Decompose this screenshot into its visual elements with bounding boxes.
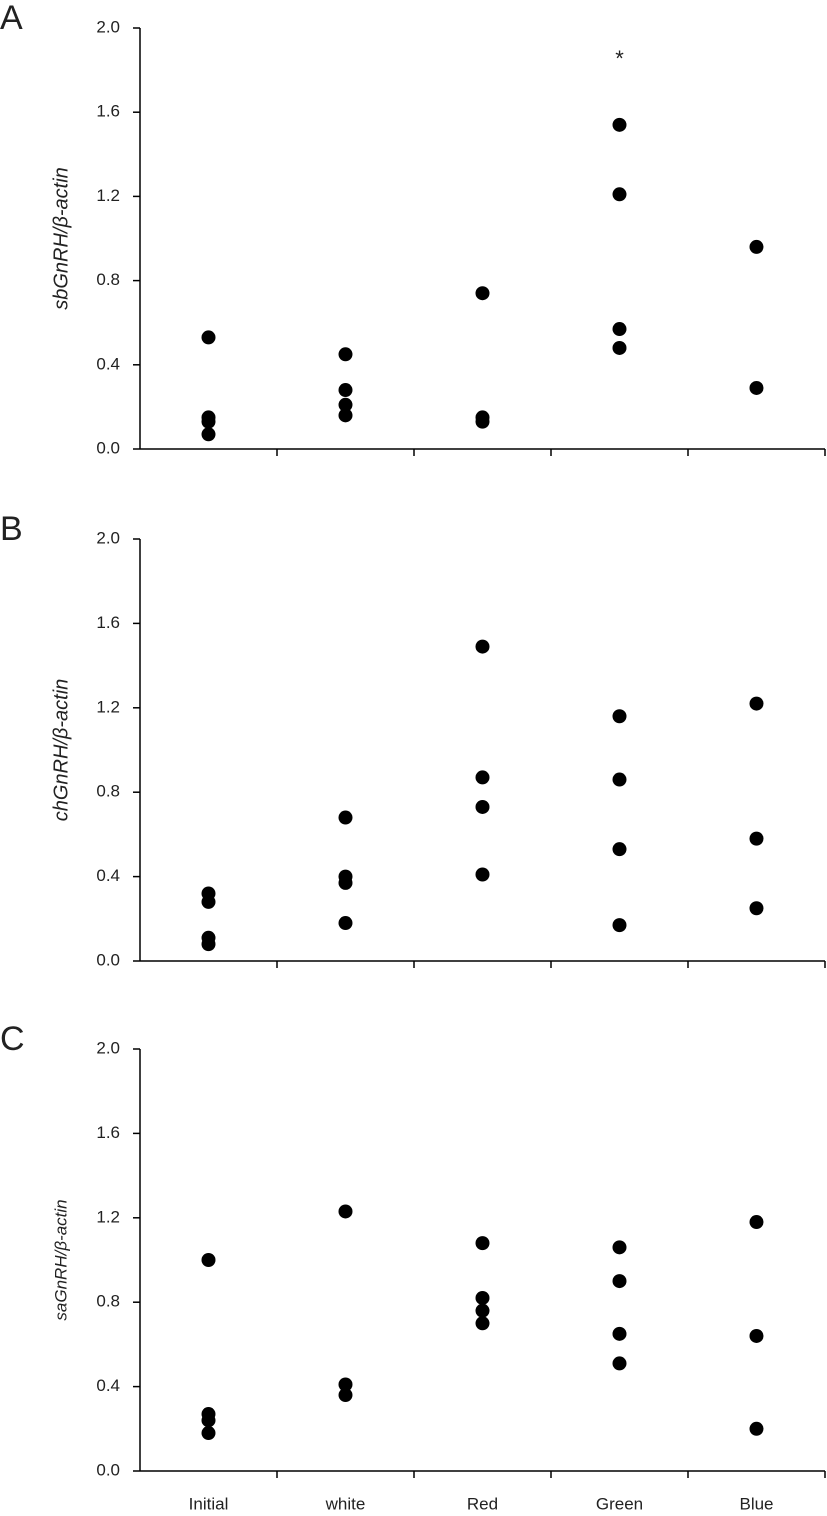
dot — [612, 1326, 627, 1341]
dot — [338, 347, 353, 362]
dot — [749, 1328, 764, 1343]
x-tick-label: Green — [596, 1494, 643, 1513]
dot — [749, 380, 764, 395]
dot — [201, 427, 216, 442]
dot — [338, 1377, 353, 1392]
y-axis-label: saGnRH/β-actin — [51, 1199, 70, 1320]
y-tick-label: 2.0 — [96, 528, 120, 547]
x-tick-label: Red — [467, 1494, 498, 1513]
y-tick-label: 0.0 — [96, 950, 120, 969]
dot — [475, 799, 490, 814]
dot — [612, 709, 627, 724]
dot — [612, 117, 627, 132]
dot — [338, 810, 353, 825]
dot — [475, 639, 490, 654]
dot — [475, 286, 490, 301]
y-tick-label: 1.2 — [96, 1207, 120, 1226]
dot — [201, 330, 216, 345]
dot — [612, 842, 627, 857]
dot — [475, 867, 490, 882]
y-tick-label: 0.8 — [96, 270, 120, 289]
dot — [201, 894, 216, 909]
dot — [612, 1356, 627, 1371]
y-tick-label: 0.8 — [96, 782, 120, 801]
panel-label: C — [0, 1020, 25, 1058]
dot — [338, 397, 353, 412]
y-tick-label: 0.4 — [96, 354, 120, 373]
annotation: * — [615, 46, 624, 71]
dot — [475, 770, 490, 785]
y-tick-label: 1.2 — [96, 186, 120, 205]
x-tick-label: Initial — [189, 1494, 229, 1513]
y-tick-label: 2.0 — [96, 17, 120, 36]
dot — [749, 1421, 764, 1436]
dot — [749, 1215, 764, 1230]
y-tick-label: 0.4 — [96, 1376, 120, 1395]
y-tick-label: 1.6 — [96, 613, 120, 632]
dot — [201, 1413, 216, 1428]
dot — [612, 1274, 627, 1289]
dot — [749, 901, 764, 916]
dot — [201, 1253, 216, 1267]
y-tick-label: 1.6 — [96, 1123, 120, 1142]
x-tick-label: white — [325, 1494, 366, 1513]
dot — [612, 772, 627, 787]
dot — [338, 875, 353, 890]
y-axis-label: sbGnRH/β-actin — [50, 167, 72, 310]
y-tick-label: 0.4 — [96, 866, 120, 885]
y-axis-label: chGnRH/β-actin — [50, 679, 72, 822]
dot — [612, 1240, 627, 1255]
y-tick-label: 2.0 — [96, 1038, 120, 1057]
y-tick-label: 1.6 — [96, 102, 120, 121]
dot — [338, 408, 353, 423]
x-tick-label: Blue — [739, 1494, 773, 1513]
dot — [612, 187, 627, 202]
dot — [749, 696, 764, 711]
dot — [612, 340, 627, 355]
dot — [338, 916, 353, 931]
dot — [201, 1426, 216, 1441]
panel-label: A — [0, 0, 23, 37]
dot — [475, 1316, 490, 1331]
y-tick-label: 0.0 — [96, 438, 120, 457]
dot — [201, 414, 216, 429]
dot — [749, 239, 764, 254]
dot — [475, 414, 490, 429]
dot — [475, 1290, 490, 1305]
dot — [338, 1204, 353, 1219]
y-tick-label: 0.8 — [96, 1292, 120, 1311]
panel-label: B — [0, 510, 23, 548]
dot — [338, 1388, 353, 1403]
dot — [749, 831, 764, 846]
y-tick-label: 0.0 — [96, 1460, 120, 1479]
y-tick-label: 1.2 — [96, 697, 120, 716]
dot — [475, 1236, 490, 1251]
dot — [612, 322, 627, 337]
dot — [201, 937, 216, 952]
dot — [475, 1303, 490, 1318]
dot — [612, 918, 627, 933]
dot — [338, 383, 353, 398]
